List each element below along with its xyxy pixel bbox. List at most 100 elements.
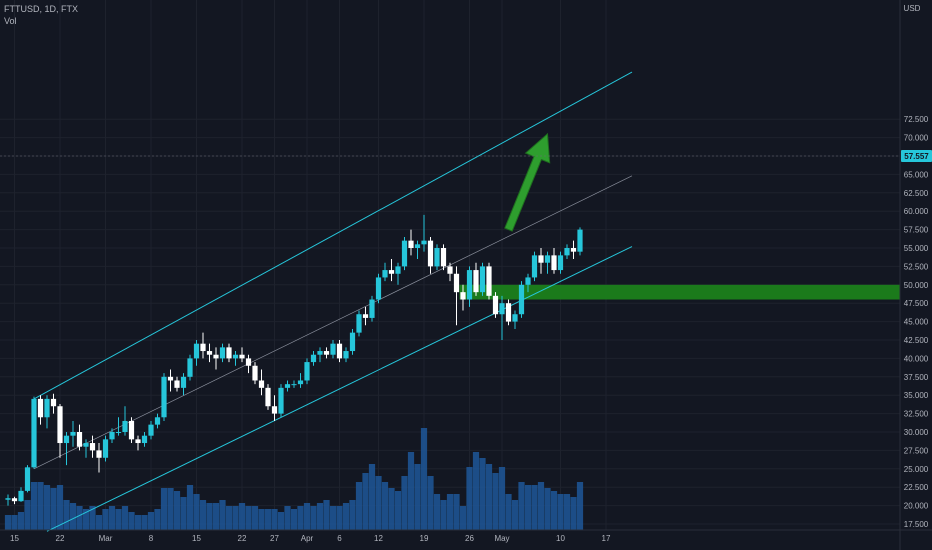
time-tick-label: 17	[602, 534, 611, 543]
price-axis-ticks[interactable]: 17.500 20.000 22.500 25.000 27.500 30.000 32.5…	[904, 115, 929, 529]
chart-title[interactable]: FTTUSD, 1D, FTX	[4, 4, 78, 14]
candle-body	[297, 380, 304, 385]
candle-body	[115, 432, 122, 433]
candle-body	[128, 420, 135, 440]
last-price-label: 57.557	[904, 152, 929, 161]
support-zone	[459, 284, 900, 300]
volume-bar	[550, 491, 558, 530]
volume-bar	[76, 506, 83, 530]
price-tick-label: 50.000	[904, 281, 929, 290]
candle-body	[76, 432, 83, 447]
price-tick-label: 52.500	[904, 262, 929, 271]
volume-bar	[342, 503, 350, 530]
volume-bar	[212, 503, 220, 530]
candle-body	[479, 266, 486, 293]
candle-body	[304, 362, 310, 381]
volume-bar	[394, 491, 402, 530]
time-tick-label: 10	[556, 534, 565, 543]
candle-body	[89, 443, 96, 451]
volume-bar	[173, 491, 181, 530]
candle-body	[317, 351, 323, 355]
candle-body	[577, 229, 583, 252]
volume-bar	[576, 482, 584, 530]
candle-body	[434, 248, 440, 267]
volume-bar	[284, 506, 291, 530]
candle-body	[362, 314, 369, 318]
volume-bar	[147, 512, 155, 530]
time-axis-ticks[interactable]: 15 22 Mar 8 15 22 27 Apr 6 12 19 26 May 10 17	[10, 534, 611, 543]
candle-body	[310, 354, 317, 363]
volume-bar	[401, 476, 408, 530]
volume-indicator-label[interactable]: Vol	[4, 16, 17, 26]
volume-bar	[531, 485, 538, 530]
candle-body	[148, 424, 154, 436]
candle-body	[96, 450, 102, 458]
volume-bar	[570, 497, 577, 530]
candle-body	[63, 435, 70, 444]
volume-bar	[498, 467, 506, 530]
candle-body	[466, 270, 473, 300]
candle-body	[180, 376, 187, 388]
candle-body	[291, 384, 297, 386]
candle-body	[343, 351, 349, 359]
candle-body	[330, 343, 336, 355]
volume-bar	[414, 464, 421, 530]
volume-bar	[154, 509, 161, 530]
candle-body	[323, 351, 330, 355]
candle-body	[232, 354, 239, 359]
candle-body	[414, 244, 421, 248]
volume-bar	[141, 515, 148, 530]
price-tick-label: 70.000	[904, 134, 929, 143]
candle-body	[538, 255, 544, 263]
candle-body	[492, 295, 499, 315]
volume-bar	[290, 509, 298, 530]
volume-bar	[303, 503, 311, 530]
volume-bar	[115, 509, 122, 530]
volume-bar	[336, 506, 343, 530]
time-tick-label: Mar	[99, 534, 113, 543]
volume-bar	[381, 482, 389, 530]
volume-bar	[524, 485, 532, 530]
candle-body	[369, 299, 375, 318]
volume-bar	[50, 488, 57, 530]
candle-body	[557, 255, 564, 271]
channel-line-upper	[33, 71, 633, 400]
candle-body	[544, 255, 551, 263]
volume-bar	[557, 494, 564, 530]
volume-bar	[30, 482, 38, 530]
candle-body	[564, 248, 570, 256]
volume-bar	[329, 506, 337, 530]
last-price-tag	[901, 150, 932, 162]
candle-body	[570, 248, 577, 252]
volume-bar	[167, 488, 174, 530]
candle-body	[193, 343, 200, 359]
volume-bar	[89, 506, 96, 530]
time-tick-label: 15	[10, 534, 19, 543]
candle-body	[83, 443, 89, 447]
channel-line-lower	[46, 246, 633, 532]
volume-bar	[251, 506, 259, 530]
support-zone-rect	[459, 284, 900, 300]
volume-bar	[134, 515, 142, 530]
volume-bar	[180, 497, 187, 530]
volume-bar	[186, 485, 194, 530]
candle-body	[499, 303, 505, 315]
volume-bar	[466, 467, 473, 530]
price-tick-label: 55.000	[904, 244, 929, 253]
candle-body	[395, 266, 401, 274]
candle-body	[375, 277, 382, 300]
candle-body	[486, 266, 492, 296]
candle-body	[206, 351, 213, 355]
candle-body	[284, 384, 291, 388]
volume-bar	[95, 515, 103, 530]
volume-bar	[219, 500, 226, 530]
candle-body	[187, 358, 193, 377]
candle-body	[174, 380, 180, 388]
price-tick-label: 30.000	[904, 428, 929, 437]
candle-body	[258, 380, 265, 388]
price-tick-label: 22.500	[904, 483, 929, 492]
candle-body	[349, 332, 356, 352]
candle-body	[401, 240, 408, 267]
candle-body	[161, 376, 167, 418]
